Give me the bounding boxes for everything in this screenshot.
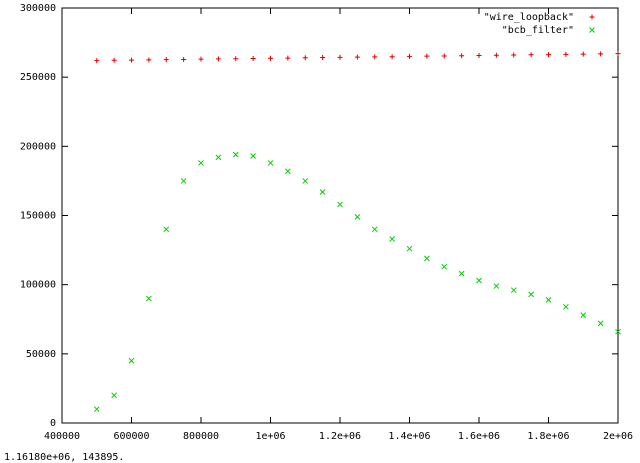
point	[128, 357, 135, 364]
point	[511, 52, 517, 58]
point	[267, 160, 274, 166]
point	[354, 54, 360, 60]
point	[441, 53, 447, 59]
point	[93, 406, 100, 413]
point	[94, 58, 100, 64]
x-tick-label: 1.6e+06	[458, 431, 500, 442]
x-tick-label: 600000	[113, 431, 149, 442]
point	[563, 303, 569, 310]
point	[407, 53, 412, 59]
point	[319, 189, 326, 195]
point	[615, 328, 621, 335]
point	[198, 56, 204, 62]
y-tick-label: 150000	[20, 211, 56, 222]
point	[233, 56, 239, 62]
point	[111, 57, 117, 63]
point	[129, 57, 134, 63]
point	[372, 54, 378, 60]
point	[320, 55, 326, 61]
point	[563, 51, 569, 57]
point	[406, 245, 413, 252]
point	[146, 295, 152, 302]
x-tick-label: 1.2e+06	[319, 431, 361, 442]
point	[215, 154, 222, 161]
point	[232, 151, 239, 158]
point	[163, 57, 169, 63]
point	[371, 226, 378, 233]
legend-marker	[589, 14, 595, 20]
point	[476, 277, 482, 284]
point	[458, 270, 465, 277]
y-tick-label: 300000	[20, 3, 56, 14]
point	[181, 56, 187, 62]
y-tick-label: 100000	[20, 280, 56, 291]
point	[285, 55, 291, 61]
point	[111, 392, 117, 399]
y-tick-label: 50000	[26, 349, 56, 360]
point	[598, 51, 604, 57]
point	[354, 214, 361, 220]
x-tick-label: 2e+06	[603, 431, 633, 442]
point	[389, 54, 395, 60]
point	[615, 51, 621, 57]
point	[250, 153, 256, 159]
point	[250, 55, 256, 61]
y-tick-label: 0	[50, 418, 56, 429]
point	[580, 312, 587, 318]
point	[389, 236, 395, 242]
point	[510, 287, 517, 294]
point	[215, 56, 221, 62]
point	[459, 53, 465, 59]
point	[163, 226, 170, 233]
point	[302, 55, 308, 61]
x-tick-label: 1.8e+06	[527, 431, 569, 442]
point	[424, 53, 430, 59]
point	[285, 168, 291, 175]
point	[597, 320, 604, 327]
x-tick-label: 800000	[183, 431, 219, 442]
x-tick-label: 1e+06	[255, 431, 285, 442]
x-tick-label: 1.4e+06	[388, 431, 430, 442]
y-tick-label: 250000	[20, 72, 56, 83]
point	[146, 57, 152, 63]
legend-marker	[589, 27, 595, 33]
point	[545, 297, 552, 303]
status-text: 1.16180e+06, 143895.	[4, 452, 124, 463]
x-tick-label: 400000	[44, 431, 80, 442]
point	[180, 178, 187, 184]
point	[441, 263, 448, 270]
point	[493, 52, 499, 58]
point	[528, 291, 534, 298]
point	[528, 52, 534, 58]
legend-label: "bcb_filter"	[502, 25, 574, 36]
point	[268, 55, 273, 61]
plot-border	[61, 7, 619, 424]
point	[337, 54, 343, 60]
point	[546, 52, 551, 58]
point	[493, 283, 500, 289]
point	[302, 178, 309, 184]
point	[198, 160, 204, 166]
y-tick-label: 200000	[20, 141, 56, 152]
point	[424, 255, 430, 262]
legend-label: "wire_loopback"	[484, 12, 574, 23]
point	[580, 51, 586, 57]
point	[337, 201, 343, 208]
point	[476, 52, 482, 58]
